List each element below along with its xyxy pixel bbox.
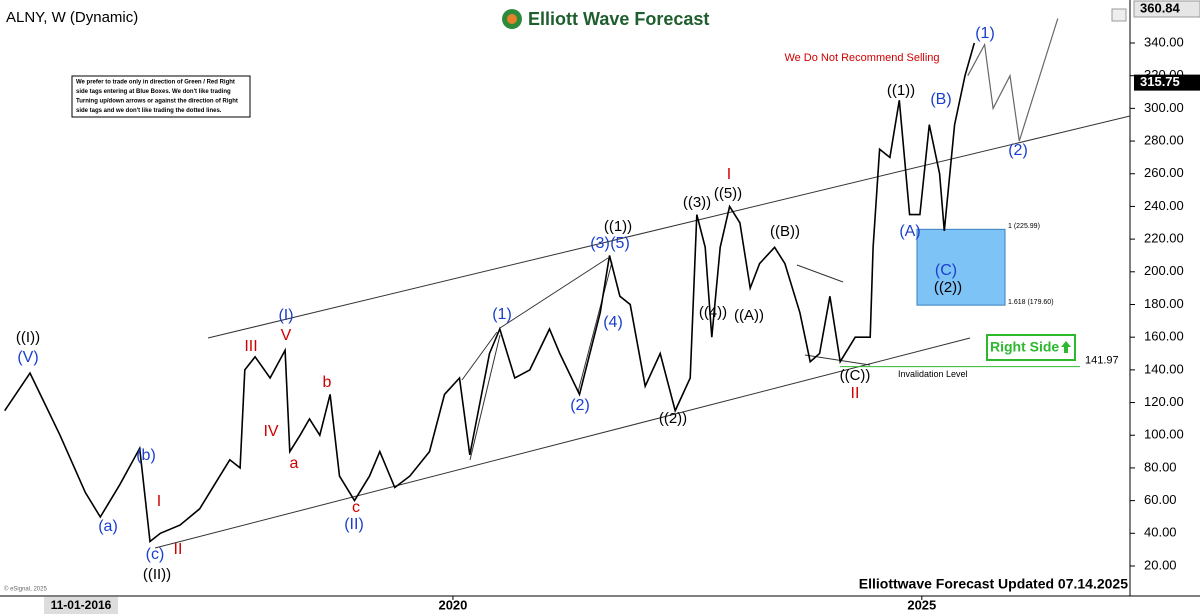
fib-box — [916, 228, 1006, 306]
wave-label: (5) — [610, 235, 630, 252]
footer: Elliottwave Forecast Updated 07.14.2025 — [859, 576, 1128, 592]
y-tick-label: 60.00 — [1144, 492, 1177, 507]
channel-lower — [154, 337, 971, 549]
right-side-arrow — [1061, 341, 1071, 353]
notice-line: Turning up/down arrows or against the di… — [76, 99, 238, 105]
wave-label: (a) — [98, 518, 118, 535]
wave-label: ((1)) — [887, 82, 915, 99]
trendline — [796, 264, 844, 283]
y-tick-label: 280.00 — [1144, 132, 1184, 147]
y-tick-label: 160.00 — [1144, 329, 1184, 344]
wave-label: ((A)) — [734, 307, 764, 324]
wave-label: (B) — [930, 91, 951, 108]
wave-label: a — [290, 455, 299, 472]
wave-label: ((I)) — [16, 329, 40, 346]
y-tick-label: 40.00 — [1144, 525, 1177, 540]
wave-label: IV — [263, 423, 278, 440]
wave-label: III — [244, 338, 257, 355]
right-side-label: Right Side — [990, 339, 1059, 355]
trendline — [469, 334, 501, 461]
wave-label: (1) — [975, 25, 995, 42]
wave-label: (c) — [146, 546, 165, 563]
chart-title: ALNY, W (Dynamic) — [6, 9, 138, 26]
y-tick-label: 180.00 — [1144, 296, 1184, 311]
price-line — [4, 42, 976, 544]
copyright: © eSignal, 2025 — [4, 586, 47, 593]
fib-label: 1 (225.99) — [1008, 223, 1040, 230]
right-side-tag — [986, 334, 1076, 361]
wave-label: I — [157, 493, 161, 510]
y-tick-label: 340.00 — [1144, 34, 1184, 49]
wave-label: I — [727, 166, 731, 183]
y-tick-label: 140.00 — [1144, 361, 1184, 376]
last-price-label: 315.75 — [1140, 74, 1180, 89]
wave-label: (2) — [1008, 142, 1028, 159]
trendline — [577, 261, 613, 393]
trendline — [499, 257, 609, 329]
wave-label: ((II)) — [143, 566, 171, 583]
y-tick-label: 300.00 — [1144, 100, 1184, 115]
y-tick-label: 200.00 — [1144, 263, 1184, 278]
y-tick-label: 240.00 — [1144, 198, 1184, 213]
y-tick-label: 80.00 — [1144, 459, 1177, 474]
invalidation-label: Invalidation Level — [898, 369, 968, 379]
wave-label: (3) — [590, 235, 610, 252]
notice: We prefer to trade only in direction of … — [76, 80, 238, 115]
wave-label: (4) — [603, 314, 623, 331]
x-tick-label: 2025 — [907, 597, 936, 612]
wave-label: ((2)) — [934, 279, 962, 296]
trendlines — [154, 115, 1131, 549]
y-tick-label: 20.00 — [1144, 557, 1177, 572]
wave-label: (C) — [935, 262, 957, 279]
price-line — [967, 18, 1059, 142]
wave-label: ((5)) — [714, 185, 742, 202]
wave-label: ((C)) — [840, 367, 871, 384]
wave-label: (I) — [278, 307, 293, 324]
notice-line: side tags and we don't like trading the … — [76, 108, 222, 114]
last-price-box — [1134, 74, 1200, 91]
wave-label: ((B)) — [770, 223, 800, 240]
wave-label: ((4)) — [699, 304, 727, 321]
channel-upper — [207, 115, 1131, 339]
fib-label: 1.618 (179.60) — [1008, 299, 1054, 306]
wave-label: (2) — [570, 397, 590, 414]
logo-text: Elliott Wave Forecast — [528, 9, 709, 29]
wave-label: V — [281, 327, 292, 344]
wave-label: (II) — [344, 516, 364, 533]
y-tick-label: 220.00 — [1144, 231, 1184, 246]
y-tick-label: 100.00 — [1144, 427, 1184, 442]
wave-label: II — [174, 541, 183, 558]
notice-box — [71, 75, 251, 118]
invalidation-value: 141.97 — [1085, 355, 1119, 367]
trendline — [461, 331, 498, 381]
wave-label: b — [323, 374, 332, 391]
x-cursor-label: 11-01-2016 — [51, 598, 112, 612]
wave-label: (1) — [492, 306, 512, 323]
x-cursor-box — [44, 597, 118, 614]
high-price-label: 360.84 — [1140, 0, 1181, 15]
logo-icon — [507, 14, 517, 24]
wave-label: ((1)) — [604, 218, 632, 235]
y-tick-label: 120.00 — [1144, 394, 1184, 409]
wave-label: ((3)) — [683, 194, 711, 211]
settings-button[interactable] — [1111, 8, 1127, 22]
wave-label: (b) — [136, 447, 156, 464]
notice-line: We prefer to trade only in direction of … — [76, 80, 235, 86]
y-tick-label: 260.00 — [1144, 165, 1184, 180]
logo: Elliott Wave Forecast — [502, 9, 709, 29]
notice-line: side tags entering at Blue Boxes. We don… — [76, 89, 231, 95]
warning: We Do Not Recommend Selling — [784, 52, 939, 64]
wave-label: ((2)) — [659, 410, 687, 427]
high-price-box — [1133, 0, 1200, 18]
wave-label: II — [851, 385, 860, 402]
wave-label: c — [352, 499, 360, 516]
wave-label: (A) — [899, 223, 920, 240]
wave-label: (V) — [17, 349, 38, 366]
x-tick-label: 2020 — [438, 597, 467, 612]
